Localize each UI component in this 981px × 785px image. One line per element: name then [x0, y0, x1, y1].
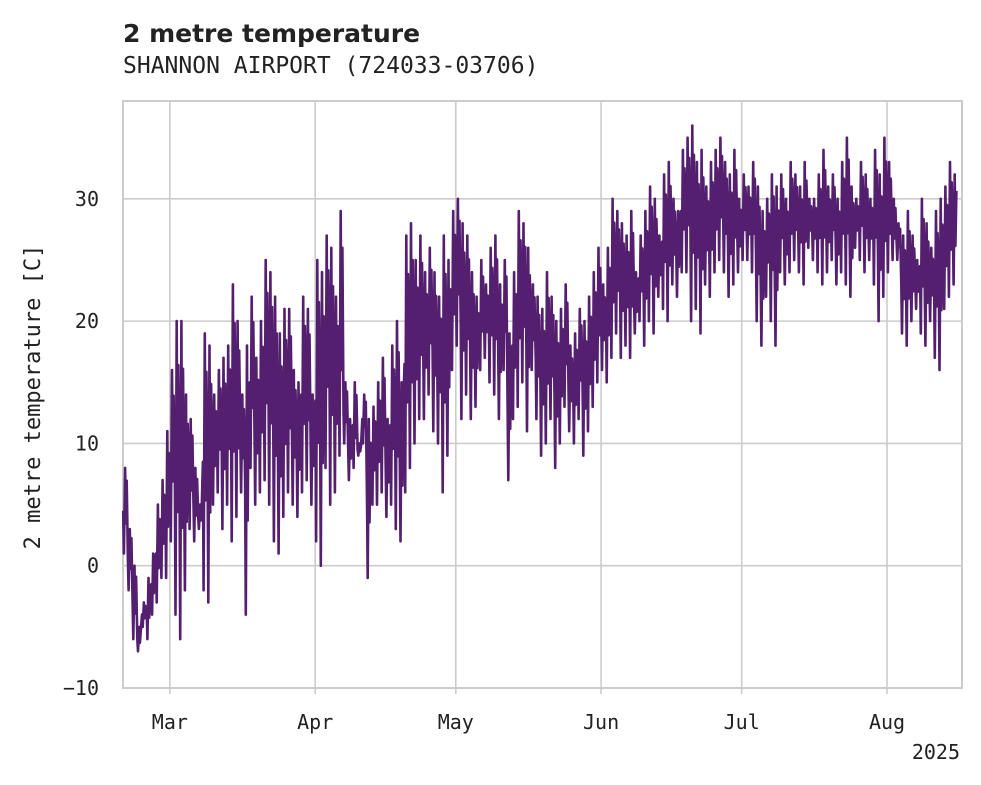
x-axis-ticks: Mar Apr May Jun Jul Aug: [152, 688, 905, 734]
x-tick-label: May: [438, 710, 474, 734]
x-year-label: 2025: [912, 740, 960, 764]
x-tick-label: Apr: [297, 710, 333, 734]
chart-subtitle: SHANNON AIRPORT (724033-03706): [123, 53, 538, 79]
temperature-series-line: [121, 124, 958, 653]
y-tick-label: −10: [63, 676, 99, 700]
x-tick-label: Aug: [869, 710, 905, 734]
x-tick-label: Mar: [152, 710, 188, 734]
x-tick-label: Jun: [583, 710, 619, 734]
series-group: [121, 124, 958, 653]
y-tick-label: 10: [75, 431, 99, 455]
plot-frame: [122, 100, 963, 689]
y-tick-label: 30: [75, 187, 99, 211]
y-axis-label: 2 metre temperature [C]: [21, 245, 46, 550]
y-tick-label: 0: [87, 554, 99, 578]
x-tick-label: Jul: [724, 710, 760, 734]
y-axis-ticks: −10 0 10 20 30: [63, 187, 99, 700]
y-tick-label: 20: [75, 309, 99, 333]
chart-title: 2 metre temperature: [123, 19, 420, 48]
